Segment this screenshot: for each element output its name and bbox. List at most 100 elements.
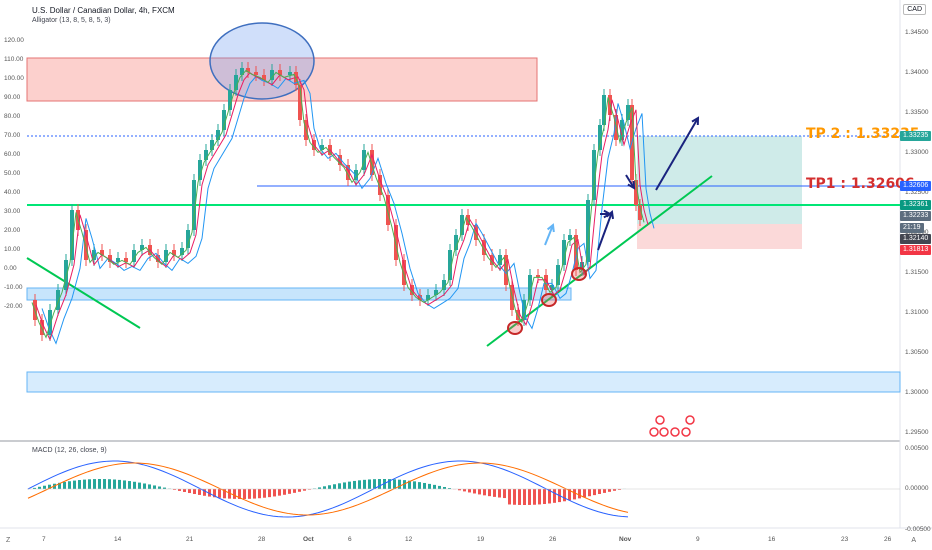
left-axis-tick: 20.00 bbox=[4, 227, 21, 234]
candle-body bbox=[482, 240, 486, 255]
candle-body bbox=[386, 195, 390, 225]
macd-histogram-bar bbox=[283, 489, 286, 495]
candle-body bbox=[550, 285, 554, 290]
macd-histogram-bar bbox=[418, 482, 421, 489]
right-axis-tick: 1.31500 bbox=[905, 269, 929, 276]
candle-body bbox=[434, 290, 438, 295]
macd-histogram-bar bbox=[598, 489, 601, 494]
candle-body bbox=[278, 70, 282, 75]
macd-histogram-bar bbox=[528, 489, 531, 505]
macd-histogram-bar bbox=[133, 481, 136, 489]
macd-histogram-bar bbox=[208, 489, 211, 497]
macd-histogram-bar bbox=[473, 489, 476, 494]
macd-histogram-bar bbox=[238, 489, 241, 499]
macd-label[interactable]: MACD (12, 26, close, 9) bbox=[32, 447, 107, 454]
macd-histogram-bar bbox=[33, 487, 36, 489]
macd-histogram-bar bbox=[288, 489, 291, 494]
candle-body bbox=[528, 275, 532, 300]
indicator-label[interactable]: Alligator (13, 8, 5, 8, 5, 3) bbox=[32, 17, 111, 24]
alligator-lips-line bbox=[31, 69, 645, 339]
macd-histogram-bar bbox=[338, 483, 341, 489]
macd-histogram-bar bbox=[68, 481, 71, 489]
macd-histogram-bar bbox=[313, 488, 316, 489]
candle-body bbox=[586, 200, 590, 262]
candle-body bbox=[70, 210, 74, 260]
candle-body bbox=[460, 215, 464, 235]
candle-body bbox=[504, 255, 508, 285]
candle-body bbox=[568, 235, 572, 240]
candle-body bbox=[240, 68, 244, 75]
macd-histogram-bar bbox=[218, 489, 221, 498]
macd-histogram-bar bbox=[128, 481, 131, 489]
alligator-jaw-line bbox=[41, 75, 655, 345]
candle-body bbox=[562, 240, 566, 265]
swing-low-circle bbox=[571, 267, 587, 281]
currency-button[interactable]: CAD bbox=[903, 4, 926, 15]
left-axis-tick: 90.00 bbox=[4, 94, 21, 101]
auto-scale-corner[interactable]: A bbox=[911, 537, 916, 544]
macd-histogram-bar bbox=[198, 489, 201, 495]
macd-histogram-bar bbox=[388, 479, 391, 489]
candle-body bbox=[132, 250, 136, 262]
macd-histogram-bar bbox=[518, 489, 521, 505]
macd-histogram-bar bbox=[463, 489, 466, 492]
macd-histogram-bar bbox=[158, 486, 161, 489]
macd-histogram-bar bbox=[43, 485, 46, 489]
candle-body bbox=[270, 70, 274, 80]
macd-histogram-bar bbox=[428, 483, 431, 489]
candle-body bbox=[338, 155, 342, 165]
event-icon bbox=[655, 415, 665, 425]
macd-histogram-bar bbox=[243, 489, 246, 499]
time-axis-tick: Oct bbox=[303, 536, 314, 543]
price-badge: 1.32140 bbox=[900, 234, 932, 244]
right-axis-tick: 1.34000 bbox=[905, 69, 929, 76]
right-axis-tick: 1.29500 bbox=[905, 429, 929, 436]
candle-body bbox=[180, 248, 184, 255]
candle-body bbox=[172, 250, 176, 255]
price-badge: 21:19 bbox=[900, 223, 924, 233]
candle-body bbox=[164, 250, 168, 262]
macd-histogram-bar bbox=[138, 482, 141, 489]
resistance-zone bbox=[26, 57, 538, 102]
down-arrow bbox=[625, 174, 635, 189]
macd-histogram-bar bbox=[493, 489, 496, 497]
chart-title: U.S. Dollar / Canadian Dollar, 4h, FXCM bbox=[32, 6, 175, 15]
candle-body bbox=[124, 258, 128, 262]
candle-body bbox=[362, 150, 366, 170]
macd-histogram-bar bbox=[568, 489, 571, 501]
macd-histogram-bar bbox=[538, 489, 541, 505]
candle-body bbox=[536, 275, 540, 277]
macd-histogram-bar bbox=[343, 482, 346, 489]
macd-histogram-bar bbox=[413, 481, 416, 489]
macd-histogram-bar bbox=[303, 489, 306, 491]
candle-body bbox=[262, 75, 266, 80]
event-icon bbox=[649, 427, 659, 437]
macd-histogram-bar bbox=[348, 481, 351, 489]
tp1-label: TP1 : 1.32606 bbox=[806, 176, 915, 192]
macd-histogram-bar bbox=[213, 489, 216, 498]
macd-histogram-bar bbox=[458, 489, 461, 491]
macd-histogram-bar bbox=[423, 482, 426, 489]
price-badge: 1.32606 bbox=[900, 181, 932, 191]
time-axis-tick: 21 bbox=[186, 536, 194, 543]
macd-histogram-bar bbox=[368, 479, 371, 489]
left-axis-tick: 110.00 bbox=[4, 56, 24, 63]
macd-histogram-bar bbox=[498, 489, 501, 498]
candle-body bbox=[448, 250, 452, 280]
macd-histogram-bar bbox=[378, 479, 381, 489]
stop-zone bbox=[637, 224, 802, 249]
candle-body bbox=[634, 180, 638, 205]
candle-body bbox=[192, 180, 196, 230]
right-axis-tick: 1.30500 bbox=[905, 349, 929, 356]
macd-histogram-bar bbox=[563, 489, 566, 502]
zoom-corner[interactable]: Z bbox=[6, 537, 11, 544]
macd-histogram-bar bbox=[448, 488, 451, 489]
macd-histogram-bar bbox=[273, 489, 276, 497]
macd-histogram-bar bbox=[373, 479, 376, 489]
macd-histogram-bar bbox=[533, 489, 536, 505]
candle-body bbox=[116, 258, 120, 262]
candle-body bbox=[426, 295, 430, 300]
macd-histogram-bar bbox=[63, 481, 66, 489]
price-badge: 1.32233 bbox=[900, 211, 932, 221]
